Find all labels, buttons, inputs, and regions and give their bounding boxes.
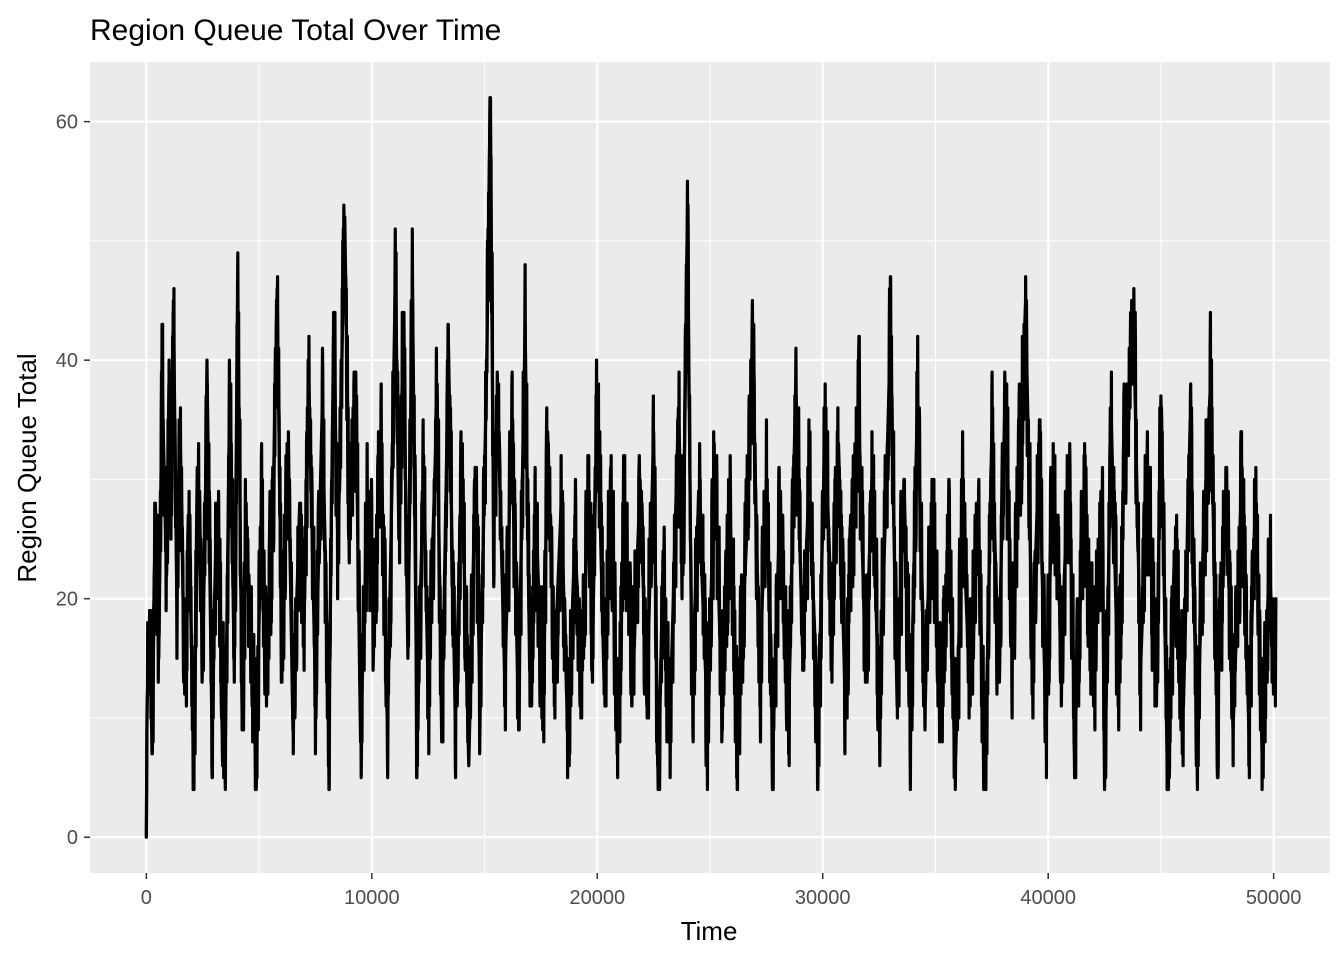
y-tick-label: 40 xyxy=(56,350,78,372)
x-tick-label: 40000 xyxy=(1020,887,1076,909)
y-axis-title: Region Queue Total xyxy=(12,353,42,582)
y-tick-label: 0 xyxy=(67,827,78,849)
x-tick-label: 0 xyxy=(141,887,152,909)
x-axis-title: Time xyxy=(681,916,738,946)
y-tick-label: 60 xyxy=(56,112,78,134)
x-tick-label: 20000 xyxy=(569,887,625,909)
chart-title: Region Queue Total Over Time xyxy=(90,14,501,47)
series-line-peaks xyxy=(144,96,1278,838)
x-axis: 0 10000 20000 30000 40000 50000 xyxy=(141,873,1302,909)
x-tick-label: 10000 xyxy=(344,887,400,909)
y-axis: 0 20 40 60 xyxy=(56,112,90,849)
x-tick-label: 30000 xyxy=(795,887,851,909)
x-tick-label: 50000 xyxy=(1246,887,1302,909)
y-tick-label: 20 xyxy=(56,589,78,611)
